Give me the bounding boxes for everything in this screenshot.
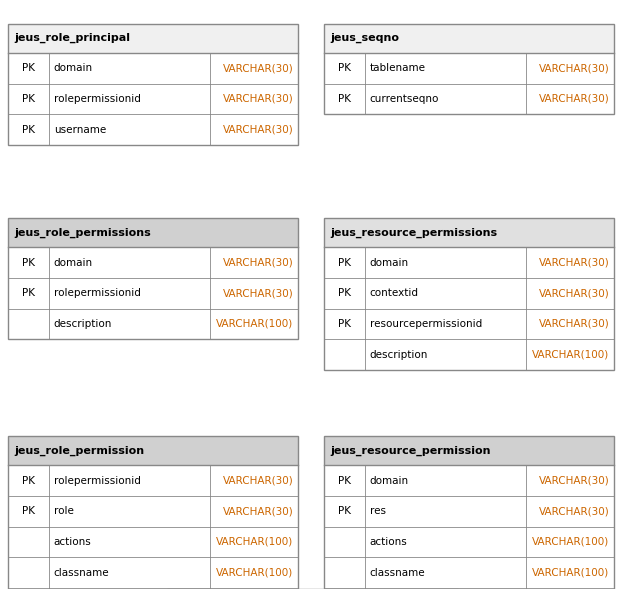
Text: VARCHAR(30): VARCHAR(30) [222,289,293,298]
Bar [324,24,614,53]
Text: VARCHAR(30): VARCHAR(30) [538,476,609,485]
Text: VARCHAR(100): VARCHAR(100) [216,568,293,577]
Bar [8,247,298,278]
Text: rolepermissionid: rolepermissionid [54,94,140,104]
Bar [324,218,614,247]
Bar [8,24,298,145]
Text: VARCHAR(30): VARCHAR(30) [222,258,293,267]
Bar [8,527,298,557]
Text: domain: domain [54,258,93,267]
Text: currentseqno: currentseqno [370,94,439,104]
Text: resourcepermissionid: resourcepermissionid [370,319,482,329]
Text: VARCHAR(100): VARCHAR(100) [532,537,609,547]
Bar [8,114,298,145]
Text: tablename: tablename [370,64,426,73]
Text: classname: classname [54,568,109,577]
Bar [324,84,614,114]
Text: PK: PK [21,64,35,73]
Text: VARCHAR(100): VARCHAR(100) [532,568,609,577]
Bar [8,24,298,53]
Text: PK: PK [21,476,35,485]
Text: PK: PK [21,289,35,298]
Bar [8,309,298,339]
Text: PK: PK [21,507,35,516]
Text: PK: PK [337,319,351,329]
Text: domain: domain [370,476,409,485]
Text: PK: PK [337,289,351,298]
Text: PK: PK [21,258,35,267]
Bar [324,436,614,465]
Bar [8,436,298,589]
Text: rolepermissionid: rolepermissionid [54,476,140,485]
Text: VARCHAR(30): VARCHAR(30) [222,94,293,104]
Text: domain: domain [54,64,93,73]
Text: jeus_role_permissions: jeus_role_permissions [14,227,150,238]
Text: VARCHAR(30): VARCHAR(30) [538,289,609,298]
Text: VARCHAR(30): VARCHAR(30) [538,94,609,104]
Text: PK: PK [337,64,351,73]
Text: res: res [370,507,386,516]
Text: jeus_resource_permissions: jeus_resource_permissions [330,227,497,238]
Text: jeus_seqno: jeus_seqno [330,33,399,44]
Bar [324,465,614,496]
Bar [324,496,614,527]
Text: rolepermissionid: rolepermissionid [54,289,140,298]
Text: description: description [54,319,112,329]
Text: domain: domain [370,258,409,267]
Bar [324,24,614,114]
Bar [324,247,614,278]
Text: actions: actions [54,537,92,547]
Text: PK: PK [337,258,351,267]
Text: description: description [370,350,428,359]
Text: VARCHAR(30): VARCHAR(30) [538,64,609,73]
Bar [8,436,298,465]
Text: classname: classname [370,568,425,577]
Bar [324,557,614,588]
Text: VARCHAR(30): VARCHAR(30) [538,507,609,516]
Bar [8,218,298,247]
Bar [324,278,614,309]
Bar [324,309,614,339]
Bar [8,465,298,496]
Text: jeus_role_permission: jeus_role_permission [14,445,144,456]
Text: PK: PK [337,94,351,104]
Text: VARCHAR(100): VARCHAR(100) [216,537,293,547]
Text: VARCHAR(30): VARCHAR(30) [538,258,609,267]
Bar [324,527,614,557]
Bar [8,278,298,309]
Bar [324,339,614,370]
Text: VARCHAR(30): VARCHAR(30) [538,319,609,329]
Text: username: username [54,125,106,134]
Text: VARCHAR(30): VARCHAR(30) [222,507,293,516]
Bar [324,436,614,589]
Bar [8,588,298,589]
Text: PK: PK [21,125,35,134]
Text: contextid: contextid [370,289,419,298]
Text: actions: actions [370,537,408,547]
Bar [8,496,298,527]
Text: VARCHAR(100): VARCHAR(100) [532,350,609,359]
Text: PK: PK [337,476,351,485]
Bar [324,53,614,84]
Bar [8,218,298,339]
Text: VARCHAR(30): VARCHAR(30) [222,64,293,73]
Text: PK: PK [337,507,351,516]
Text: jeus_resource_permission: jeus_resource_permission [330,445,490,456]
Text: VARCHAR(30): VARCHAR(30) [222,125,293,134]
Bar [8,53,298,84]
Text: jeus_role_principal: jeus_role_principal [14,33,130,44]
Text: VARCHAR(100): VARCHAR(100) [216,319,293,329]
Bar [8,557,298,588]
Bar [324,218,614,370]
Bar [8,84,298,114]
Text: VARCHAR(30): VARCHAR(30) [222,476,293,485]
Text: role: role [54,507,73,516]
Bar [324,588,614,589]
Text: PK: PK [21,94,35,104]
